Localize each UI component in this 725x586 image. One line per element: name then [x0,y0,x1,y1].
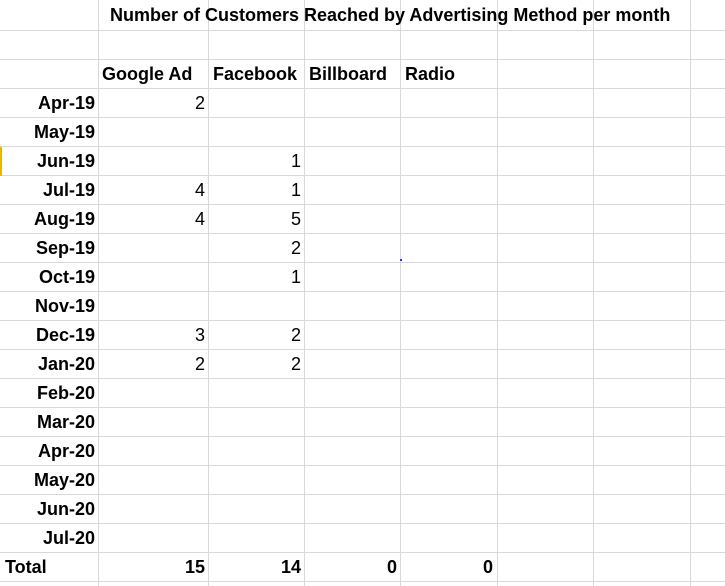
month-cell[interactable]: Mar-20 [36,412,95,432]
month-cell[interactable]: Nov-19 [34,296,95,316]
facebook-cell[interactable]: 1 [290,267,301,287]
month-cell[interactable]: Jun-20 [36,499,95,519]
total-google-ad[interactable]: 15 [184,557,205,577]
facebook-cell[interactable]: 2 [290,325,301,345]
column-divider [208,0,209,586]
google-ad-cell[interactable] [99,466,205,495]
google-ad-cell[interactable]: 4 [194,209,205,229]
total-label[interactable]: Total [5,557,47,577]
row-divider [0,30,725,31]
header-google-ad[interactable]: Google Ad [102,64,193,84]
month-cell[interactable]: Jul-19 [42,180,95,200]
google-ad-cell[interactable]: 3 [194,325,205,345]
row-divider [0,349,725,350]
row-divider [0,378,725,379]
month-cell[interactable]: May-20 [33,470,95,490]
header-facebook[interactable]: Facebook [213,64,298,84]
month-cell[interactable]: Jul-20 [42,528,95,548]
google-ad-cell[interactable] [99,292,205,321]
row-divider [0,291,725,292]
row-divider [0,320,725,321]
month-cell[interactable]: Oct-19 [38,267,95,287]
sheet-title[interactable]: Number of Customers Reached by Advertisi… [110,5,671,25]
facebook-cell[interactable]: 5 [290,209,301,229]
row-divider [0,523,725,524]
facebook-cell[interactable] [209,408,301,437]
total-billboard[interactable]: 0 [386,557,397,577]
facebook-cell[interactable] [209,437,301,466]
google-ad-cell[interactable] [99,379,205,408]
facebook-cell[interactable] [209,379,301,408]
facebook-cell[interactable] [209,118,301,147]
facebook-cell[interactable] [209,89,301,118]
google-ad-cell[interactable]: 2 [194,354,205,374]
header-radio[interactable]: Radio [405,64,456,84]
column-divider [400,0,401,586]
row-divider [0,494,725,495]
row-divider [0,117,725,118]
column-divider [497,0,498,586]
google-ad-cell[interactable] [99,234,205,263]
google-ad-cell[interactable] [99,408,205,437]
month-cell[interactable]: May-19 [33,122,95,142]
google-ad-cell[interactable] [99,495,205,524]
row-divider [0,88,725,89]
row-divider [0,204,725,205]
month-cell[interactable]: Dec-19 [35,325,95,345]
total-facebook[interactable]: 14 [280,557,301,577]
facebook-cell[interactable] [209,292,301,321]
row-divider [0,436,725,437]
column-divider [593,0,594,586]
total-radio[interactable]: 0 [482,557,493,577]
google-ad-cell[interactable] [99,263,205,292]
row-divider [0,146,725,147]
google-ad-cell[interactable] [99,437,205,466]
header-billboard[interactable]: Billboard [309,64,388,84]
column-divider [304,0,305,586]
google-ad-cell[interactable]: 4 [194,180,205,200]
google-ad-cell[interactable] [99,147,205,176]
facebook-cell[interactable] [209,495,301,524]
facebook-cell[interactable]: 1 [290,180,301,200]
google-ad-cell[interactable] [99,118,205,147]
month-cell[interactable]: Jun-19 [36,151,95,171]
month-cell[interactable]: Apr-19 [37,93,95,113]
facebook-cell[interactable]: 2 [290,354,301,374]
row-divider [0,407,725,408]
google-ad-cell[interactable]: 2 [194,93,205,113]
row-divider [0,233,725,234]
facebook-cell[interactable]: 1 [290,151,301,171]
month-cell[interactable]: Aug-19 [33,209,95,229]
month-cell[interactable]: Apr-20 [37,441,95,461]
month-cell[interactable]: Feb-20 [36,383,95,403]
row-divider [0,175,725,176]
cell-cursor-dot [400,259,402,261]
row-divider [0,581,725,582]
column-divider [690,0,691,586]
row-divider [0,465,725,466]
month-cell[interactable]: Sep-19 [35,238,95,258]
row-divider [0,59,725,60]
google-ad-cell[interactable] [99,524,205,553]
row-divider [0,552,725,553]
facebook-cell[interactable] [209,466,301,495]
facebook-cell[interactable] [209,524,301,553]
month-cell[interactable]: Jan-20 [37,354,95,374]
column-divider [98,0,99,586]
active-row-indicator [0,147,2,176]
row-divider [0,262,725,263]
facebook-cell[interactable]: 2 [290,238,301,258]
